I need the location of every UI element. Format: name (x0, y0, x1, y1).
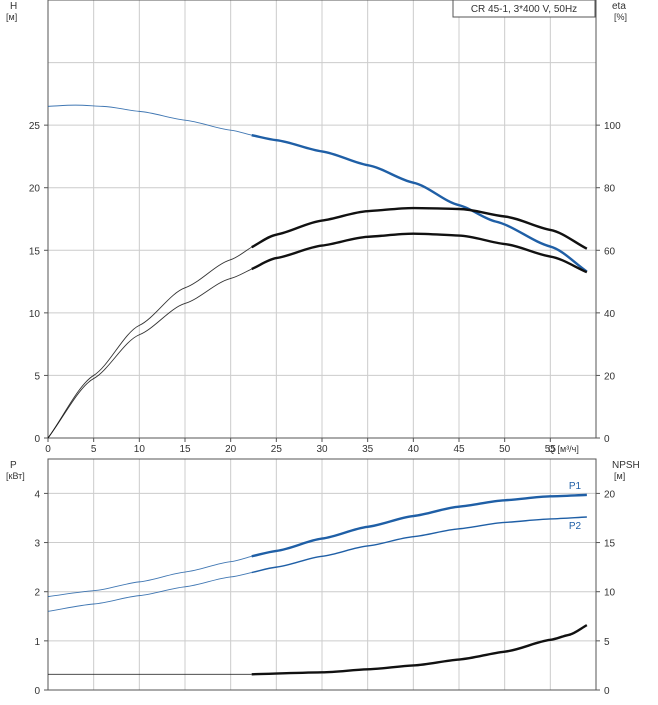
x-tick-label: 20 (225, 444, 237, 455)
left-tick-label: 10 (29, 309, 41, 320)
x-tick-label: 10 (134, 444, 146, 455)
series-1-2-operating-curve (251, 624, 588, 676)
left-axis-title: P (10, 460, 17, 471)
x-tick-label: 55 (545, 444, 557, 455)
right-tick-label: 100 (604, 121, 621, 132)
plot-frame (47, 458, 597, 691)
x-tick-label: 30 (316, 444, 328, 455)
left-tick-label: 0 (34, 434, 40, 445)
right-axis-title: NPSH (612, 460, 640, 471)
x-tick-label: 35 (362, 444, 374, 455)
series-0-2-extended-curve (47, 268, 252, 439)
right-tick-label: 5 (604, 637, 610, 648)
x-axis-title: Q [м³/ч] (548, 444, 579, 454)
chart-title: CR 45-1, 3*400 V, 50Hz (471, 4, 577, 15)
series-label-p1: P1 (569, 481, 582, 492)
left-tick-label: 5 (34, 371, 40, 382)
x-tick-label: 25 (271, 444, 283, 455)
right-tick-label: 10 (604, 588, 616, 599)
x-tick-label: 40 (408, 444, 420, 455)
left-tick-label: 3 (34, 539, 40, 550)
series-0-1-extended-curve (47, 246, 252, 439)
series-1-0-extended-curve (47, 555, 252, 598)
right-tick-label: 20 (604, 371, 616, 382)
right-tick-label: 20 (604, 489, 616, 500)
right-tick-label: 15 (604, 539, 616, 550)
x-tick-label: 0 (45, 444, 51, 455)
left-axis-unit: [м] (6, 12, 17, 22)
right-axis-unit: [%] (614, 12, 627, 22)
left-tick-label: 1 (34, 637, 40, 648)
right-tick-label: 40 (604, 309, 616, 320)
left-axis-title: H (10, 1, 17, 12)
left-tick-label: 4 (34, 489, 40, 500)
series-0-0-operating-curve (251, 133, 588, 273)
x-tick-label: 15 (179, 444, 191, 455)
series-1-0-operating-curve (251, 493, 587, 558)
x-tick-label: 45 (453, 444, 465, 455)
x-tick-label: 5 (91, 444, 97, 455)
right-tick-label: 0 (604, 686, 610, 697)
x-tick-label: 50 (499, 444, 511, 455)
title-box (452, 0, 596, 18)
left-tick-label: 25 (29, 121, 41, 132)
left-axis-unit: [кВт] (6, 471, 25, 481)
series-1-1-operating-curve (251, 516, 587, 574)
series-label-p2: P2 (569, 521, 582, 532)
series-0-2-operating-curve (251, 232, 588, 274)
left-tick-label: 2 (34, 588, 40, 599)
series-1-1-extended-curve (47, 572, 252, 612)
right-tick-label: 60 (604, 246, 616, 257)
series-0-0-extended-curve (47, 104, 252, 136)
right-tick-label: 80 (604, 184, 616, 195)
right-tick-label: 0 (604, 434, 610, 445)
right-axis-unit: [м] (614, 471, 625, 481)
right-axis-title: eta (612, 1, 626, 12)
left-tick-label: 0 (34, 686, 40, 697)
series-0-1-operating-curve (251, 206, 588, 250)
left-tick-label: 15 (29, 246, 41, 257)
left-tick-label: 20 (29, 184, 41, 195)
